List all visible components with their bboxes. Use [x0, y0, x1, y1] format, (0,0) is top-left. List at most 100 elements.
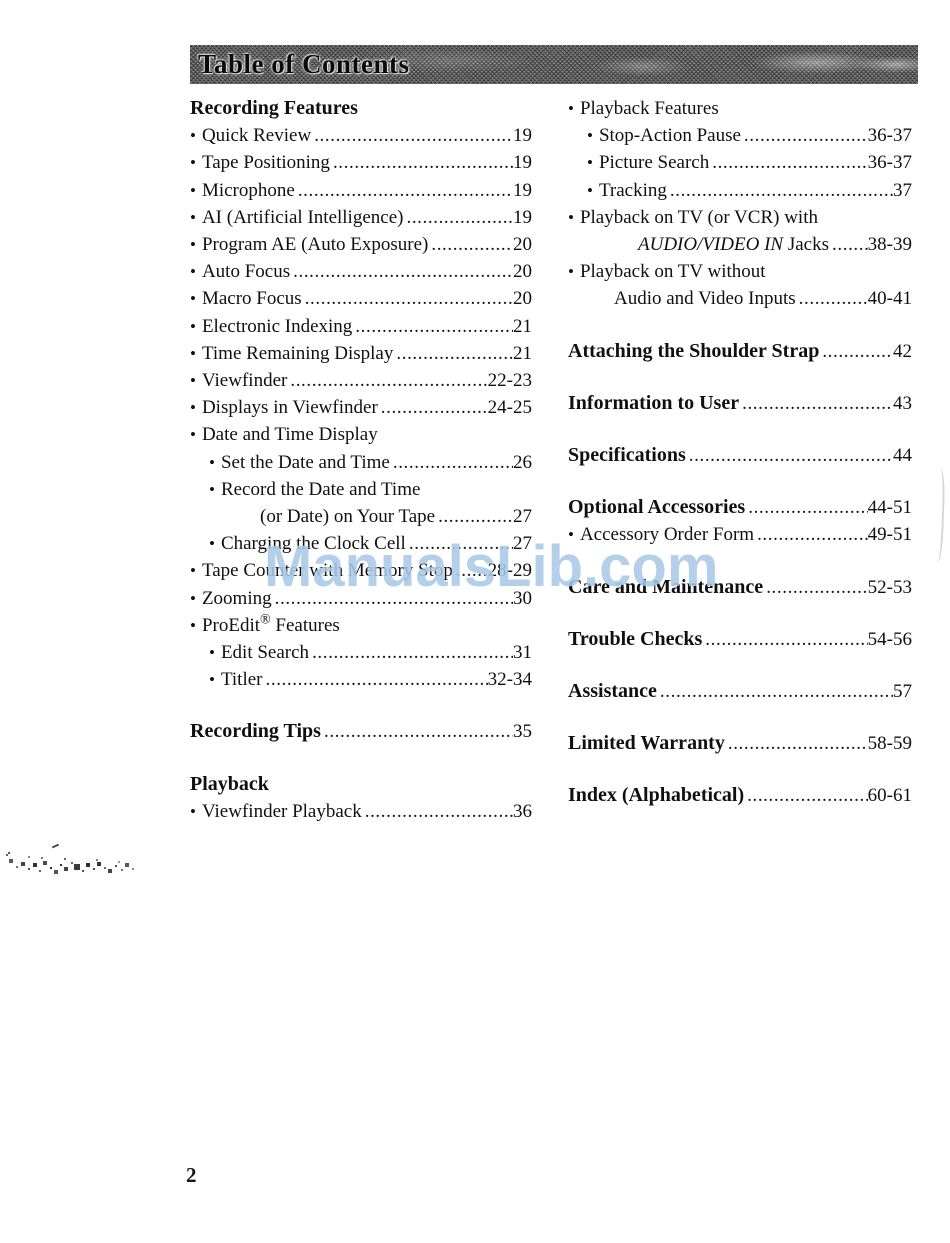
toc-entry-page: 44-51	[867, 497, 912, 519]
bullet-icon: •	[190, 126, 196, 146]
toc-gap	[568, 313, 912, 338]
toc-entry: • Program AE (Auto Exposure).............…	[190, 231, 532, 258]
bullet-icon: •	[587, 126, 593, 146]
bullet-icon: •	[190, 588, 196, 608]
toc-entry-page: 52-53	[867, 576, 912, 598]
leader-dots: ........................................…	[712, 152, 868, 174]
bullet-icon: •	[190, 371, 196, 391]
toc-entry-page: 36-37	[867, 152, 912, 174]
toc-entry-label: Recording Tips	[190, 720, 321, 743]
toc-entry-page: 21	[513, 342, 532, 364]
toc-gap	[568, 653, 912, 678]
leader-dots: ........................................…	[743, 125, 868, 147]
bullet-icon: •	[190, 343, 196, 363]
leader-dots: ........................................…	[408, 533, 513, 555]
bullet-icon: •	[209, 452, 215, 472]
leader-dots: ........................................…	[380, 397, 488, 419]
toc-entry: • Accessory Order Form...................…	[568, 521, 912, 548]
toc-entry: • AI (Artificial Intelligence)...........…	[190, 204, 532, 231]
leader-dots: ........................................…	[757, 524, 868, 546]
leader-dots: ........................................…	[431, 234, 513, 256]
toc-entry-label: Attaching the Shoulder Strap	[568, 339, 820, 362]
toc-entry-page: 19	[513, 206, 532, 228]
bullet-icon: •	[568, 99, 574, 118]
toc-entry: • Microphone.............................…	[190, 177, 532, 204]
toc-entry: • Playback on TV without	[568, 258, 912, 285]
leader-dots: ........................................…	[332, 152, 513, 174]
toc-entry-label: Playback	[190, 772, 269, 795]
leader-dots: ........................................…	[323, 721, 513, 743]
leader-dots: ........................................…	[705, 628, 867, 650]
toc-entry: Optional Accessories....................…	[568, 494, 912, 521]
leader-dots: ........................................…	[290, 370, 488, 392]
leader-dots: ........................................…	[392, 451, 513, 473]
bullet-icon: •	[190, 425, 196, 445]
toc-entry-page: 31	[513, 642, 532, 664]
toc-entry-label: Optional Accessories	[568, 496, 746, 519]
toc-gap	[568, 757, 912, 782]
toc-gap	[568, 601, 912, 626]
toc-gap	[568, 365, 912, 390]
section-title-band: Table of Contents	[190, 45, 918, 84]
toc-entry: •Tape Counter with Memory Stop..........…	[190, 557, 532, 584]
leader-dots: ........................................…	[798, 288, 868, 310]
scan-edge-artifact	[932, 467, 946, 564]
toc-entry-label: Playback on TV (or VCR) with	[579, 206, 818, 228]
scan-smudge-artifact	[8, 852, 10, 854]
toc-entry: Attaching the Shoulder Strap............…	[568, 338, 912, 365]
toc-section-heading: Recording Features	[190, 95, 532, 122]
toc-entry-label: Titler	[220, 669, 263, 691]
toc-entry: Assistance..............................…	[568, 678, 912, 705]
toc-entry-page: 40-41	[867, 288, 912, 310]
bullet-icon: •	[190, 235, 196, 255]
toc-entry-label: Electronic Indexing	[201, 315, 353, 337]
toc-entry-page: 20	[513, 234, 532, 256]
leader-dots: ........................................…	[727, 733, 868, 755]
page-number: 2	[186, 1163, 197, 1187]
toc-entry-page: 37	[893, 179, 912, 201]
toc-entry-label: Audio and Video Inputs	[614, 288, 796, 310]
toc-entry-label: AUDIO/VIDEO IN Jacks	[638, 234, 830, 256]
toc-entry-page: 21	[513, 315, 532, 337]
toc-entry-page: 44	[893, 445, 912, 467]
bullet-icon: •	[587, 153, 593, 173]
toc-entry-page: 35	[513, 721, 532, 743]
leader-dots: ........................................…	[747, 785, 868, 807]
toc-entry: • Stop-Action Pause......................…	[568, 122, 912, 149]
bullet-icon: •	[190, 398, 196, 418]
toc-column-left: Recording Features • Quick Review.........…	[190, 95, 532, 825]
toc-entry-page: 49-51	[867, 524, 912, 546]
toc-entry: • Viewfinder Playback....................…	[190, 798, 532, 825]
bullet-icon: •	[190, 561, 196, 581]
toc-entry: • Record the Date and Time	[190, 476, 532, 503]
toc-gap	[568, 469, 912, 494]
toc-entry-page: 43	[893, 392, 912, 414]
toc-entry-label: Edit Search	[220, 642, 310, 664]
toc-entry: (or Date) on Your Tape..................…	[190, 503, 532, 530]
toc-entry: Specifications..........................…	[568, 442, 912, 469]
leader-dots: ........................................…	[304, 288, 513, 310]
toc-entry: Limited Warranty........................…	[568, 730, 912, 757]
leader-dots: ........................................…	[766, 576, 868, 598]
toc-entry-label: Tracking	[598, 179, 667, 201]
leader-dots: ........................................…	[438, 506, 513, 528]
scan-dash-artifact	[51, 843, 60, 849]
toc-entry: • Titler.................................…	[190, 666, 532, 693]
leader-dots: ........................................…	[832, 234, 868, 256]
leader-dots: ........................................…	[265, 669, 488, 691]
leader-dots: ........................................…	[274, 587, 513, 609]
toc-entry-page: 20	[513, 288, 532, 310]
toc-entry-page: 19	[513, 125, 532, 147]
toc-gap	[190, 746, 532, 771]
toc-entry: • Playback Features	[568, 95, 912, 122]
toc-entry: • Time Remaining Display.................…	[190, 340, 532, 367]
toc-entry-label: Playback Features	[579, 98, 719, 119]
leader-dots: ........................................…	[314, 125, 513, 147]
page-title: Table of Contents	[198, 49, 410, 79]
toc-entry-page: 36-37	[867, 125, 912, 147]
toc-entry: • Macro Focus............................…	[190, 285, 532, 312]
toc-entry: Trouble Checks..........................…	[568, 626, 912, 653]
toc-entry-label: Care and Maintenance	[568, 575, 764, 598]
toc-column-right: • Playback Features • Stop-Action Pause....…	[568, 95, 912, 825]
bullet-icon: •	[568, 525, 574, 545]
